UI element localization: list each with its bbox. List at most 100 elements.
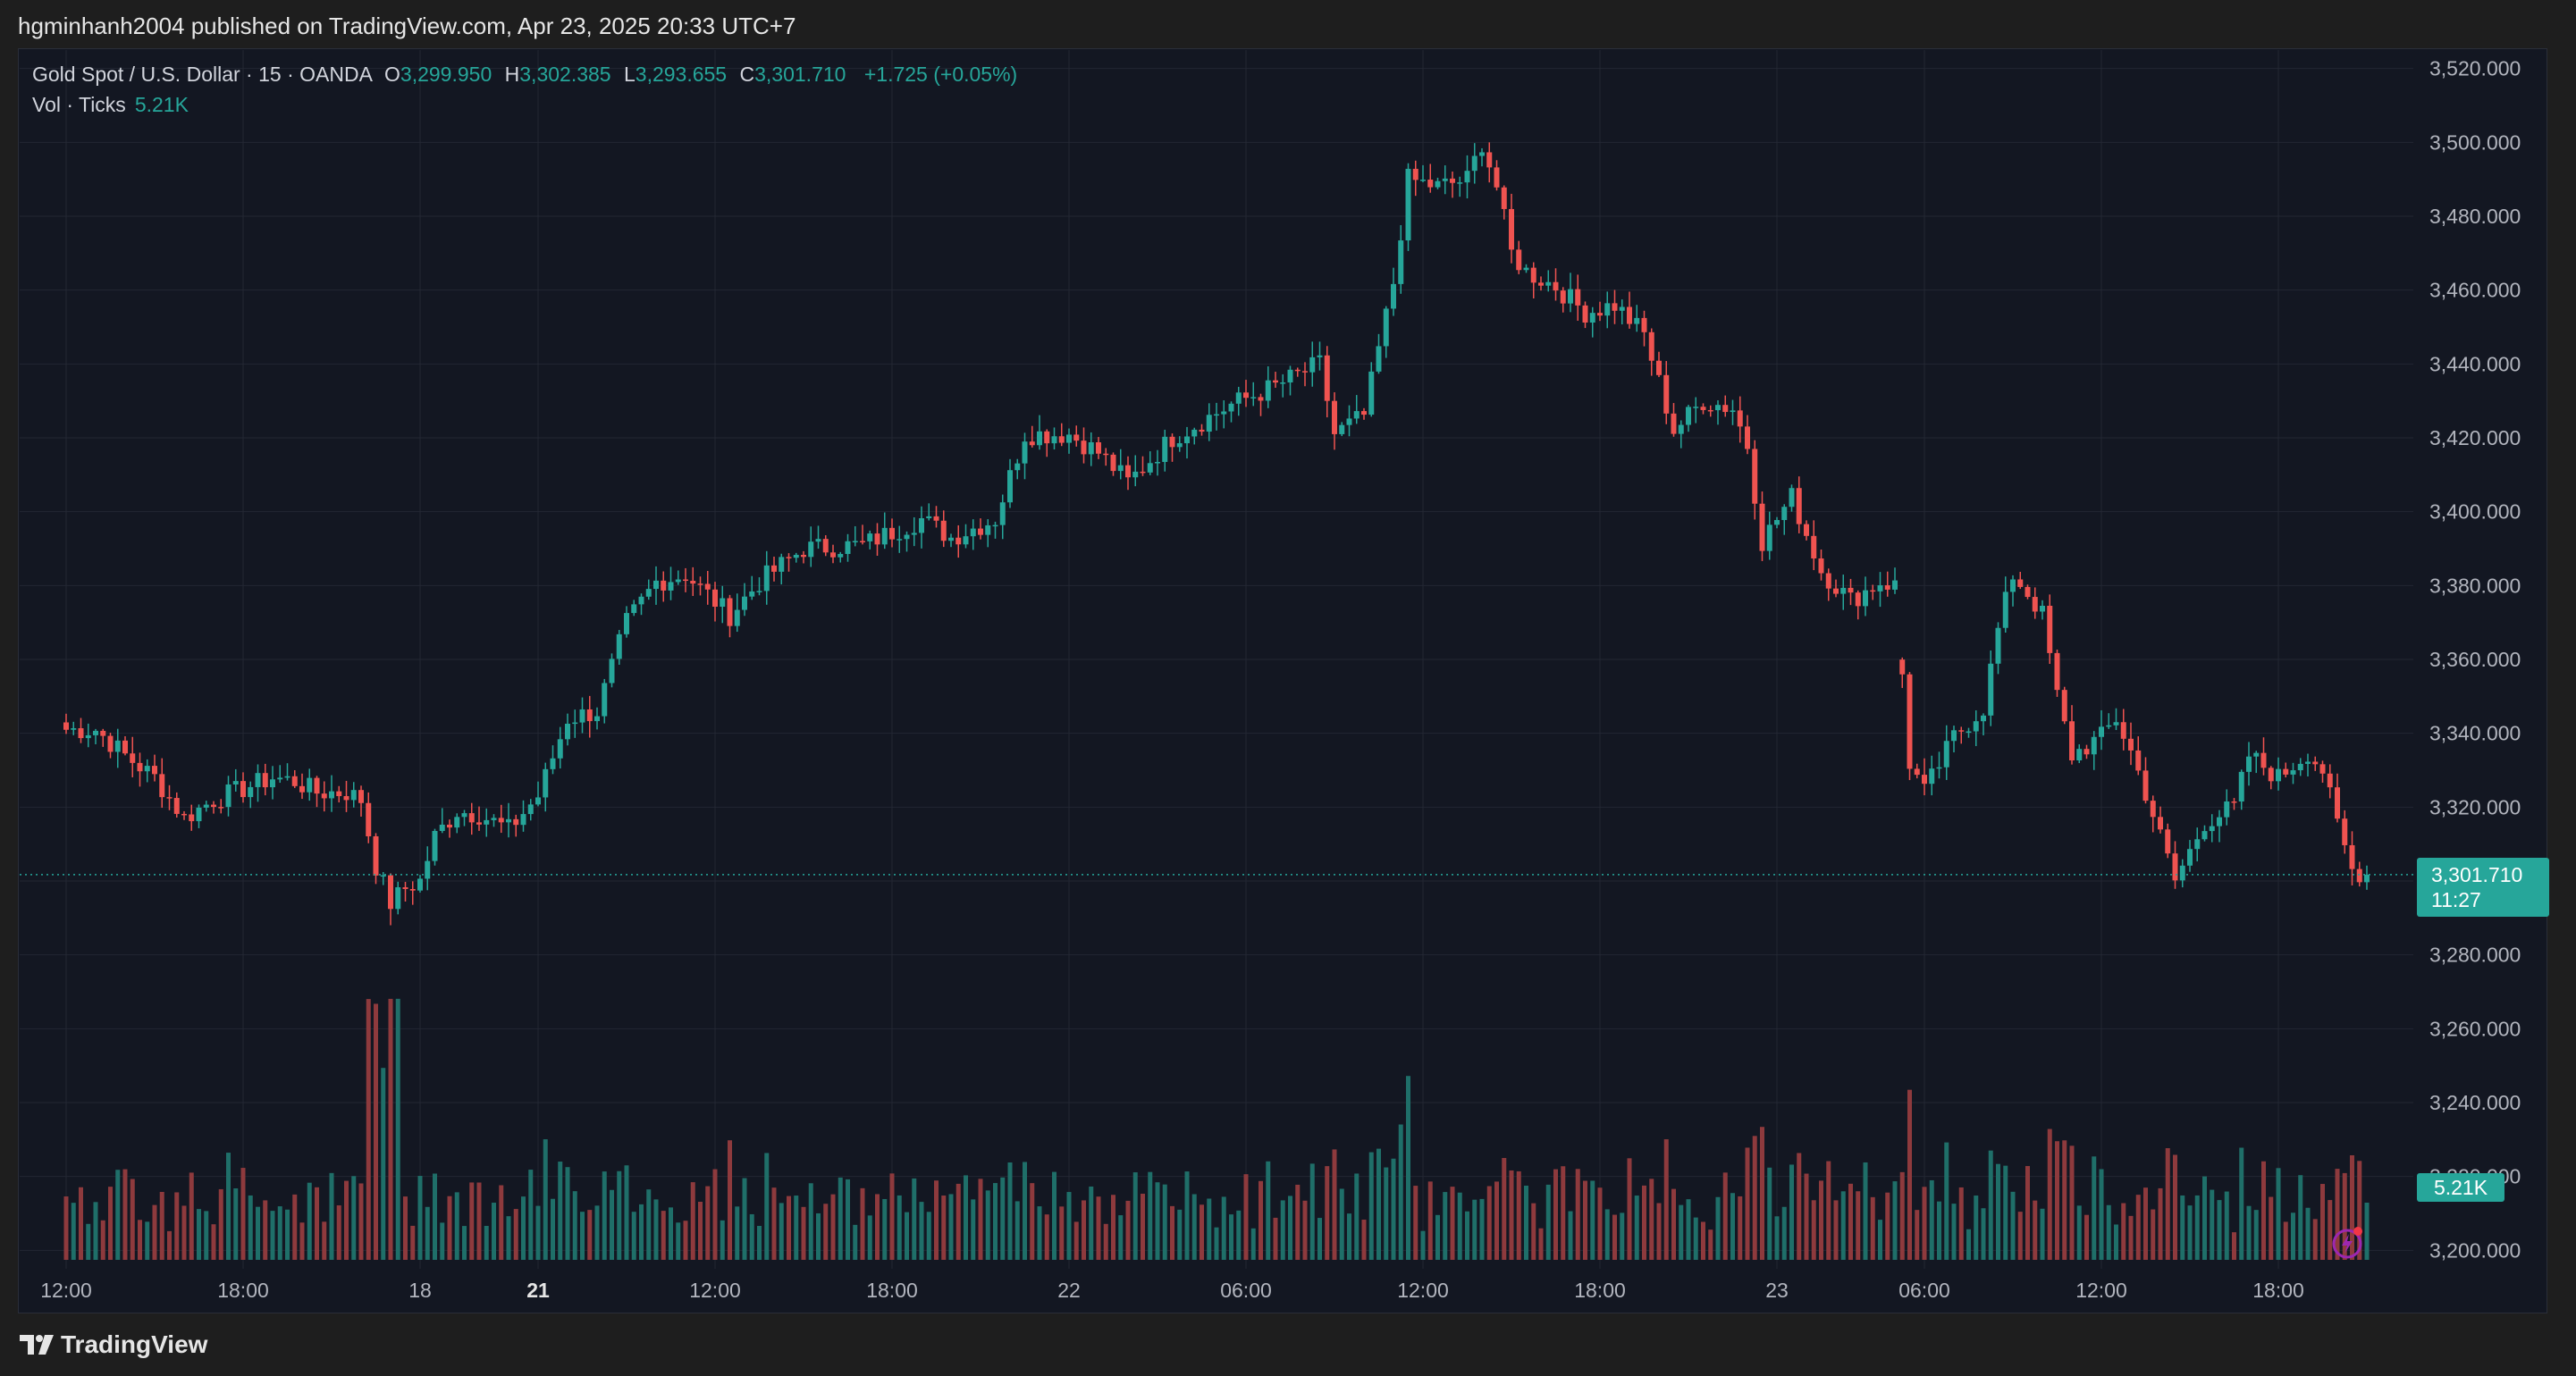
candle-body xyxy=(1147,463,1153,473)
volume-bar xyxy=(846,1179,850,1260)
candle-body xyxy=(1066,434,1072,443)
volume-bar xyxy=(270,1211,275,1260)
volume-bar xyxy=(676,1222,681,1260)
volume-bar xyxy=(572,1191,577,1260)
volume-bar xyxy=(1907,1089,1912,1260)
candle-body xyxy=(447,824,452,828)
candle-body xyxy=(2017,579,2024,587)
candle-body xyxy=(838,553,844,558)
candle-body xyxy=(2283,768,2289,775)
volume-bar xyxy=(433,1173,437,1260)
volume-bar xyxy=(1760,1127,1764,1260)
volume-bar xyxy=(174,1192,180,1260)
candle-body xyxy=(2319,764,2326,774)
volume-bar xyxy=(513,1209,518,1260)
volume-bar xyxy=(1103,1223,1108,1260)
lightning-bolt-icon[interactable] xyxy=(2329,1224,2365,1260)
volume-bar xyxy=(860,1187,865,1260)
volume-bar xyxy=(1708,1229,1713,1260)
candle-body xyxy=(763,565,770,592)
candle-body xyxy=(1700,407,1706,410)
volume-bar xyxy=(344,1180,349,1260)
volume-bar xyxy=(1066,1192,1072,1260)
volume-bar xyxy=(889,1173,895,1260)
candle-body xyxy=(439,824,445,831)
candle-body xyxy=(476,822,482,825)
candle-body xyxy=(830,552,836,558)
volume-bar xyxy=(1427,1181,1433,1260)
candle-body xyxy=(468,813,475,823)
candle-body xyxy=(2179,865,2185,881)
volume-bar xyxy=(138,1220,142,1260)
y-tick-label: 3,440.000 xyxy=(2429,352,2521,375)
candle-body xyxy=(1686,407,1691,425)
candle-body xyxy=(1169,436,1175,448)
candle-body xyxy=(144,766,150,772)
volume-bar xyxy=(1774,1216,1780,1260)
candle-body xyxy=(1627,306,1632,324)
candle-body xyxy=(307,777,313,793)
volume-bar xyxy=(1302,1200,1308,1260)
candle-body xyxy=(2217,817,2222,826)
volume-bar xyxy=(197,1209,201,1260)
volume-label[interactable]: Vol · Ticks xyxy=(32,93,126,116)
volume-bar xyxy=(816,1212,821,1260)
candle-body xyxy=(350,790,357,801)
candle-body xyxy=(277,777,283,780)
volume-bar xyxy=(1023,1162,1027,1260)
volume-bar xyxy=(1811,1200,1816,1260)
volume-bar xyxy=(2114,1224,2118,1260)
high-label: H xyxy=(504,63,520,86)
candle-body xyxy=(1155,462,1160,464)
candle-body xyxy=(181,813,187,816)
volume-bar xyxy=(1486,1186,1492,1260)
candle-body xyxy=(1936,767,1942,769)
candle-body xyxy=(2172,853,2178,881)
volume-bar xyxy=(1465,1211,1469,1260)
candle-body xyxy=(1324,355,1330,401)
brand-name: TradingView xyxy=(61,1330,208,1358)
volume-bar xyxy=(240,1168,246,1260)
volume-bar xyxy=(2291,1212,2295,1260)
symbol-title[interactable]: Gold Spot / U.S. Dollar · 15 · OANDA xyxy=(32,63,372,86)
x-tick-label: 06:00 xyxy=(1220,1279,1272,1302)
volume-bar xyxy=(1177,1209,1183,1260)
tradingview-logo-icon xyxy=(20,1335,54,1355)
volume-bar xyxy=(1899,1171,1905,1260)
candle-body xyxy=(1391,283,1396,309)
volume-bar xyxy=(749,1213,754,1260)
volume-bar xyxy=(1620,1212,1625,1260)
candle-body xyxy=(1479,152,1485,156)
volume-bar xyxy=(1553,1169,1558,1260)
volume-bar xyxy=(2003,1165,2008,1260)
volume-bar xyxy=(1221,1196,1226,1260)
candle-body xyxy=(727,598,733,626)
x-tick-label: 12:00 xyxy=(40,1279,92,1302)
volume-bar xyxy=(2335,1169,2340,1260)
tradingview-logo[interactable]: TradingView xyxy=(18,1330,207,1360)
candle-body xyxy=(366,802,372,836)
candle-body xyxy=(1730,410,1736,413)
volume-bar xyxy=(1037,1206,1042,1260)
volume-bar xyxy=(1634,1196,1639,1260)
candle-body xyxy=(911,533,917,535)
volume-bar xyxy=(830,1194,836,1260)
candle-body xyxy=(992,524,998,527)
volume-bar xyxy=(2253,1210,2259,1260)
volume-bar xyxy=(757,1225,762,1260)
y-tick-label: 3,360.000 xyxy=(2429,648,2521,671)
volume-bar xyxy=(565,1167,570,1260)
volume-bar xyxy=(1516,1170,1521,1260)
candle-body xyxy=(173,798,180,814)
candle-body xyxy=(594,716,600,722)
volume-bar xyxy=(1273,1217,1278,1260)
candle-body xyxy=(1943,741,1949,768)
candle-body xyxy=(373,835,379,876)
volume-bar xyxy=(299,1222,305,1260)
candle-body xyxy=(1811,535,1817,558)
candle-body xyxy=(358,790,364,803)
volume-bar xyxy=(838,1177,843,1260)
candle-body xyxy=(1752,449,1758,504)
volume-bar xyxy=(1671,1188,1676,1260)
